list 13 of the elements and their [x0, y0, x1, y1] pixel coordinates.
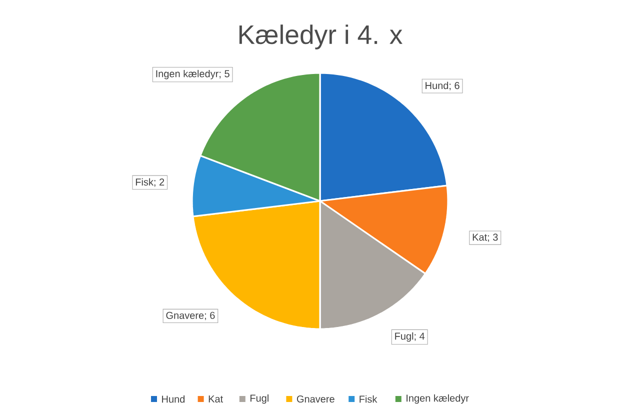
legend-label: Hund [162, 395, 185, 403]
data-label: Fugl; 4 [395, 332, 425, 342]
data-label: Ingen kæledyr; 5 [156, 70, 230, 80]
data-label: Kat; 3 [472, 234, 498, 242]
data-label: Hund; 6 [426, 82, 460, 90]
legend-label: Ingen kæledyr [406, 394, 469, 404]
legend-label: Gnavere [296, 395, 334, 403]
legend-label: Fisk [360, 395, 378, 403]
data-label: Gnavere; 6 [166, 312, 215, 320]
chart-title: Kæledyr i 4. x [239, 24, 402, 50]
data-label: Fisk; 2 [136, 178, 164, 187]
legend-label: Fugl [250, 394, 268, 404]
legend-label: Kat [208, 396, 223, 402]
